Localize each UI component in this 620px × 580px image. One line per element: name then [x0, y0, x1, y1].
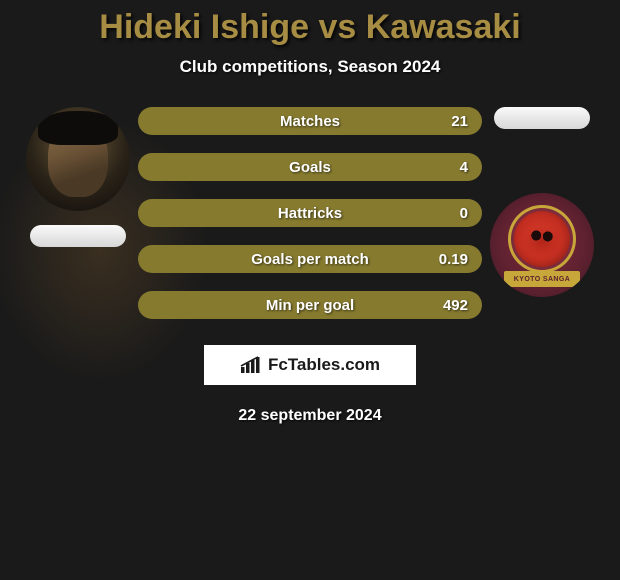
stat-right-value: 492	[443, 297, 468, 314]
subtitle: Club competitions, Season 2024	[0, 57, 620, 77]
bar-chart-icon	[240, 356, 262, 374]
stat-right-value: 0	[460, 205, 468, 222]
right-pill	[494, 107, 590, 129]
stat-label: Hattricks	[278, 205, 342, 222]
stat-right-value: 4	[460, 159, 468, 176]
stat-row: Goals 4	[138, 153, 482, 181]
crest-banner: KYOTO SANGA	[504, 271, 580, 287]
stat-label: Goals per match	[251, 251, 369, 268]
date-text: 22 september 2024	[0, 407, 620, 425]
left-column	[18, 107, 138, 247]
right-column: KYOTO SANGA	[482, 107, 602, 297]
attribution-badge: FcTables.com	[204, 345, 416, 385]
comparison-section: Matches 21 Goals 4 Hattricks 0 Goals per…	[0, 107, 620, 319]
stat-row: Min per goal 492	[138, 291, 482, 319]
stat-right-value: 0.19	[439, 251, 468, 268]
crest-face-icon	[508, 205, 576, 273]
title-player2: Kawasaki	[366, 8, 521, 46]
player-face-shape	[48, 119, 108, 197]
stats-list: Matches 21 Goals 4 Hattricks 0 Goals per…	[138, 107, 482, 319]
left-pill	[30, 225, 126, 247]
title-player1: Hideki Ishige	[99, 8, 309, 46]
page-title: Hideki Ishige vs Kawasaki	[0, 0, 620, 47]
player-avatar	[26, 107, 130, 211]
title-vs: vs	[318, 8, 356, 46]
stat-row: Goals per match 0.19	[138, 245, 482, 273]
attribution-text: FcTables.com	[268, 355, 380, 375]
stat-right-value: 21	[451, 113, 468, 130]
stat-label: Goals	[289, 159, 331, 176]
stat-row: Matches 21	[138, 107, 482, 135]
stat-label: Matches	[280, 113, 340, 130]
stat-row: Hattricks 0	[138, 199, 482, 227]
stat-label: Min per goal	[266, 297, 354, 314]
club-crest: KYOTO SANGA	[490, 193, 594, 297]
